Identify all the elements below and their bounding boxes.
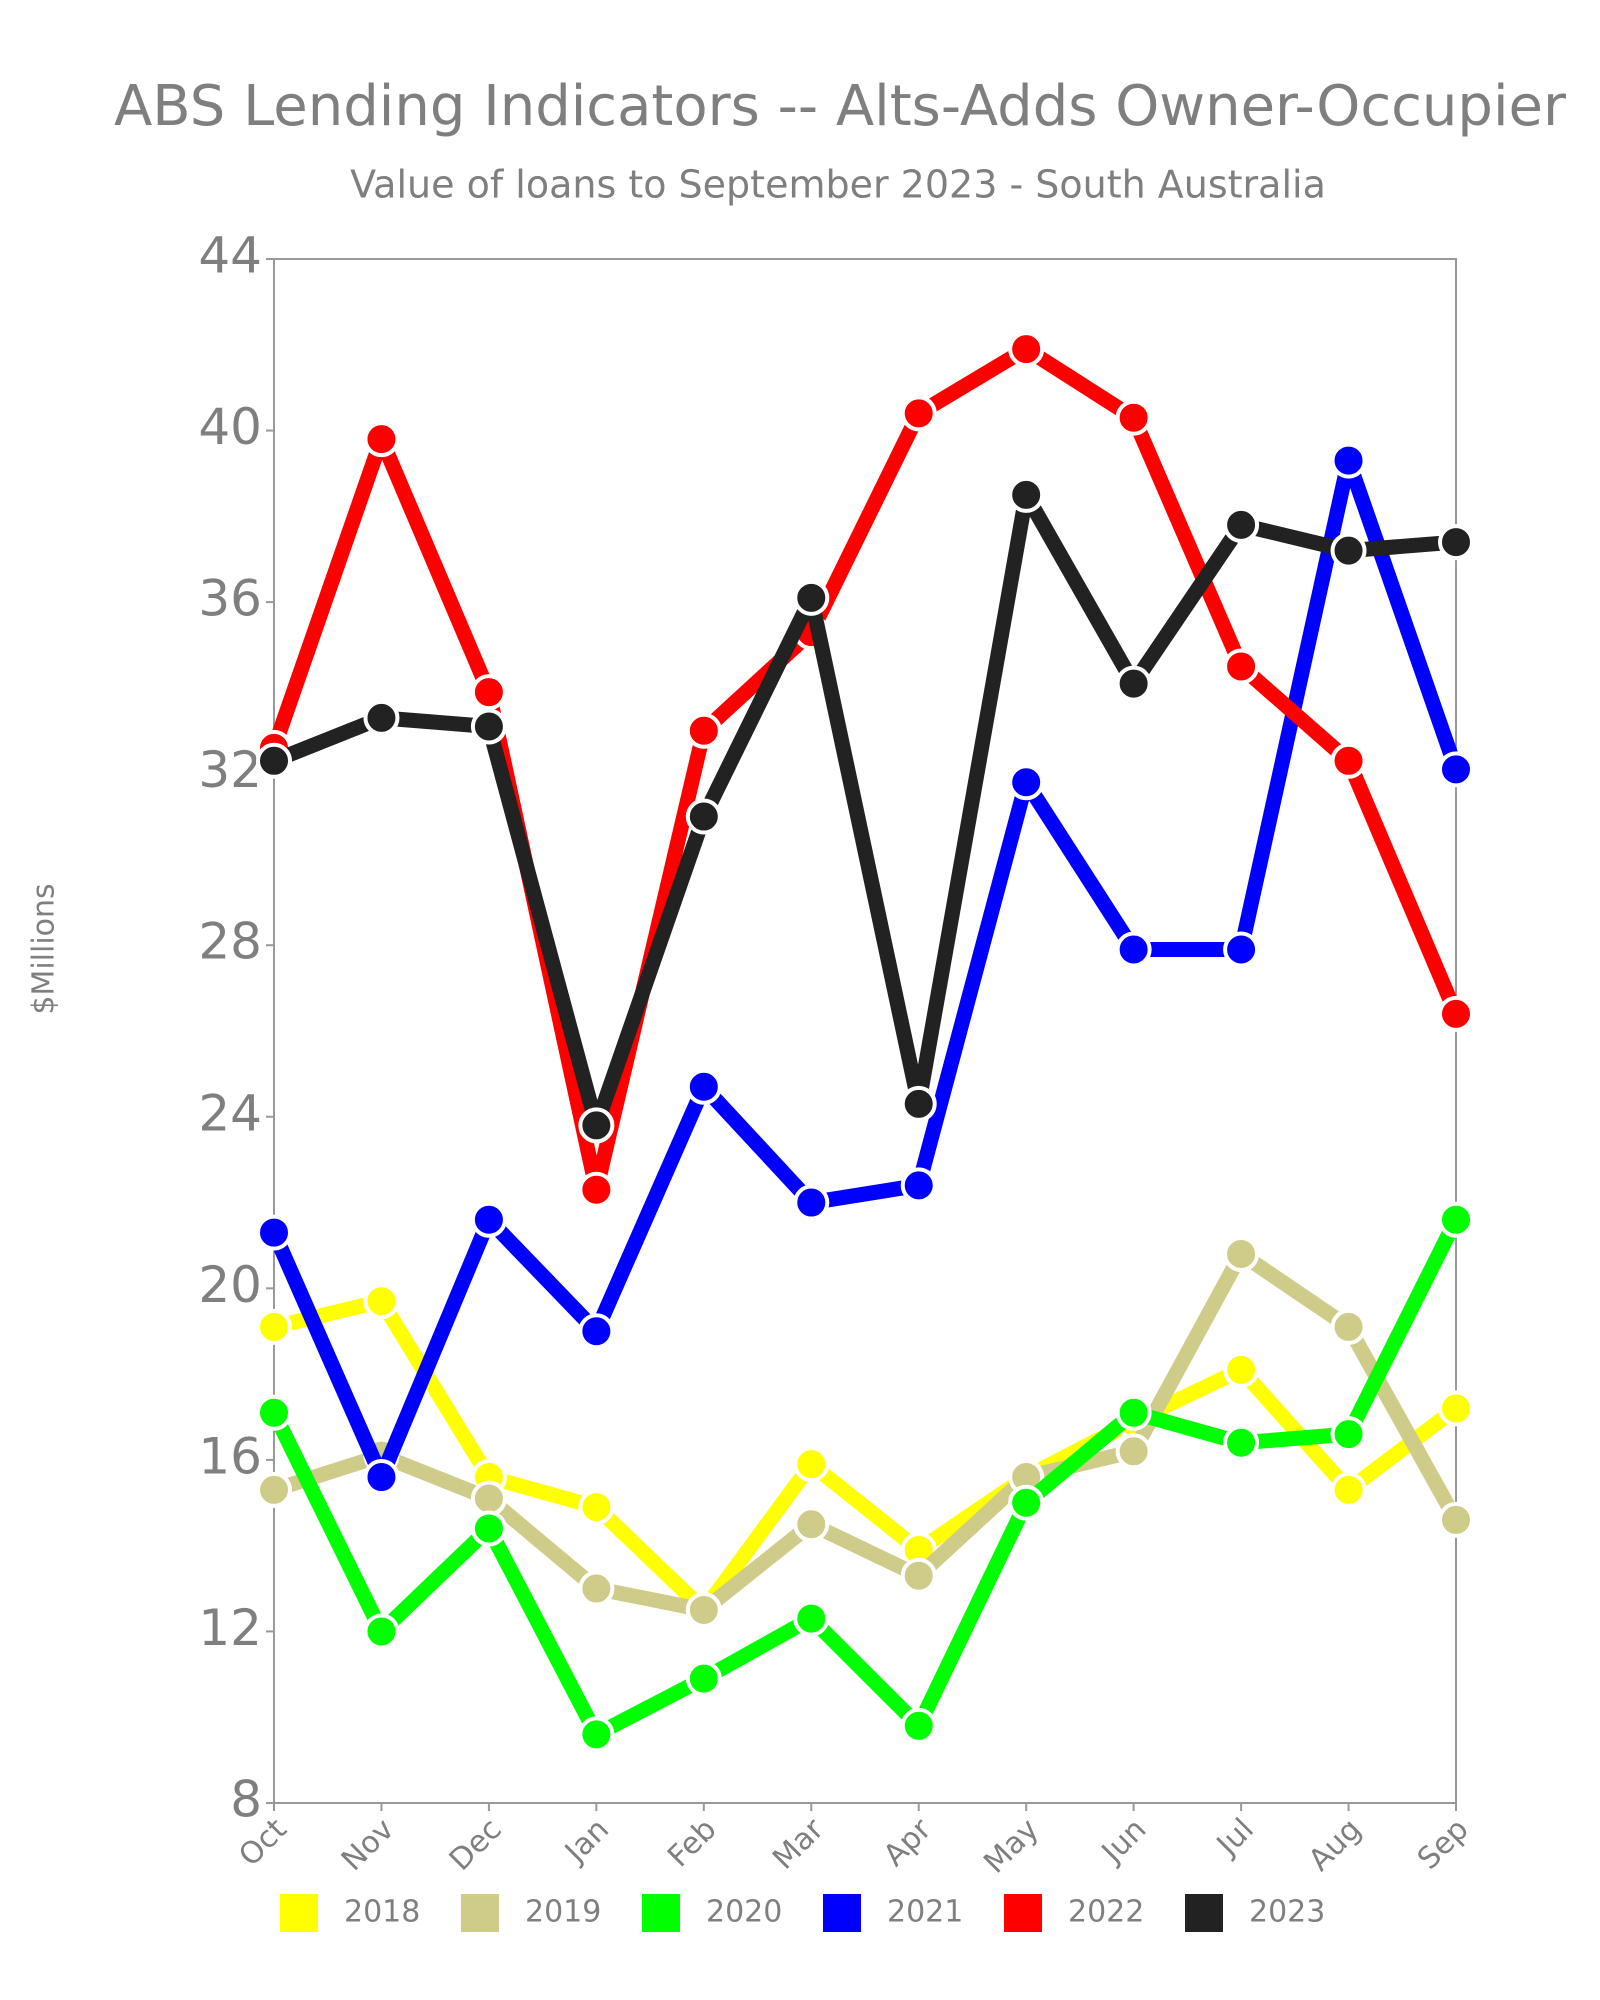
y-tick-label: 40 [198, 398, 262, 456]
data-point [793, 1184, 830, 1221]
series-line [266, 341, 1463, 1198]
data-point [1115, 931, 1152, 968]
data-point [685, 1660, 722, 1697]
data-point [256, 1394, 292, 1431]
data-point [1223, 1351, 1260, 1388]
data-point [1438, 1390, 1474, 1427]
data-point [1223, 931, 1260, 968]
data-point [363, 1613, 400, 1650]
data-point [1115, 665, 1152, 702]
data-point [1008, 1484, 1045, 1521]
data-point [1223, 506, 1260, 543]
legend-swatch [1004, 1894, 1042, 1932]
data-point [1223, 1236, 1260, 1273]
legend-label: 2019 [525, 1895, 601, 1930]
data-point [363, 1459, 400, 1496]
data-point [900, 395, 937, 432]
data-point [363, 1283, 400, 1320]
data-point [685, 1592, 722, 1628]
data-point [1330, 442, 1367, 479]
data-point [1008, 476, 1045, 513]
legend-label: 2023 [1249, 1895, 1325, 1930]
legend-swatch [461, 1894, 499, 1932]
data-point [363, 699, 400, 736]
data-point [470, 1510, 507, 1547]
y-tick-label: 36 [198, 570, 262, 628]
data-point [685, 1068, 722, 1105]
data-point [1330, 742, 1367, 779]
data-point [578, 1570, 615, 1607]
data-point [1008, 331, 1045, 368]
y-tick-label: 8 [230, 1771, 262, 1829]
y-tick-label: 44 [198, 227, 262, 285]
data-point [578, 1489, 615, 1526]
data-point [900, 1085, 937, 1122]
legend-label: 2022 [1068, 1895, 1144, 1930]
data-point [793, 1446, 830, 1483]
y-tick-label: 12 [198, 1599, 262, 1657]
data-point [578, 1171, 615, 1208]
data-point [1115, 1433, 1152, 1470]
y-tick-label: 20 [198, 1256, 262, 1314]
series-line [267, 453, 1464, 1485]
data-point [1438, 1501, 1474, 1538]
data-point [685, 798, 722, 835]
data-point [793, 1600, 830, 1637]
data-point [363, 421, 400, 458]
data-point [900, 1167, 937, 1204]
chart-subtitle: Value of loans to September 2023 - South… [350, 163, 1326, 207]
data-point [1438, 995, 1474, 1032]
series-line [271, 1246, 1463, 1618]
data-point [1223, 648, 1260, 685]
data-point [1330, 1308, 1367, 1345]
data-point [578, 1313, 615, 1350]
data-point [793, 1506, 830, 1543]
data-point [1330, 1416, 1367, 1453]
legend-swatch [1185, 1894, 1223, 1932]
data-point [1115, 1394, 1152, 1431]
chart-title: ABS Lending Indicators -- Alts-Adds Owne… [114, 74, 1567, 139]
legend-label: 2020 [706, 1895, 782, 1930]
data-point [578, 1716, 615, 1753]
data-point [685, 712, 722, 749]
data-point [1115, 399, 1152, 436]
data-point [256, 1471, 292, 1508]
legend-label: 2018 [344, 1895, 420, 1930]
legend-swatch [642, 1894, 680, 1932]
data-point [256, 1308, 292, 1345]
data-point [470, 708, 507, 745]
legend-swatch [823, 1894, 861, 1932]
data-point [470, 674, 507, 711]
data-point [470, 1480, 507, 1517]
series-line [272, 1293, 1461, 1618]
data-point [793, 579, 830, 616]
legend-swatch [280, 1894, 318, 1932]
data-point [900, 1707, 937, 1744]
data-point [256, 1214, 292, 1251]
data-point [1008, 764, 1045, 801]
data-point [1330, 1471, 1367, 1508]
data-point [470, 1201, 507, 1238]
y-tick-label: 16 [198, 1427, 262, 1485]
legend-label: 2021 [887, 1895, 963, 1930]
data-point [1438, 1201, 1474, 1238]
data-point [1223, 1424, 1260, 1461]
y-tick-label: 24 [198, 1084, 262, 1142]
data-point [1438, 524, 1474, 561]
y-tick-label: 28 [198, 913, 262, 971]
data-point [900, 1557, 937, 1594]
data-point [256, 742, 292, 779]
data-point [1438, 751, 1474, 788]
data-point [1330, 532, 1367, 569]
y-axis-label: $Millions [27, 883, 62, 1014]
data-point [578, 1107, 615, 1144]
y-tick-label: 32 [198, 741, 262, 799]
